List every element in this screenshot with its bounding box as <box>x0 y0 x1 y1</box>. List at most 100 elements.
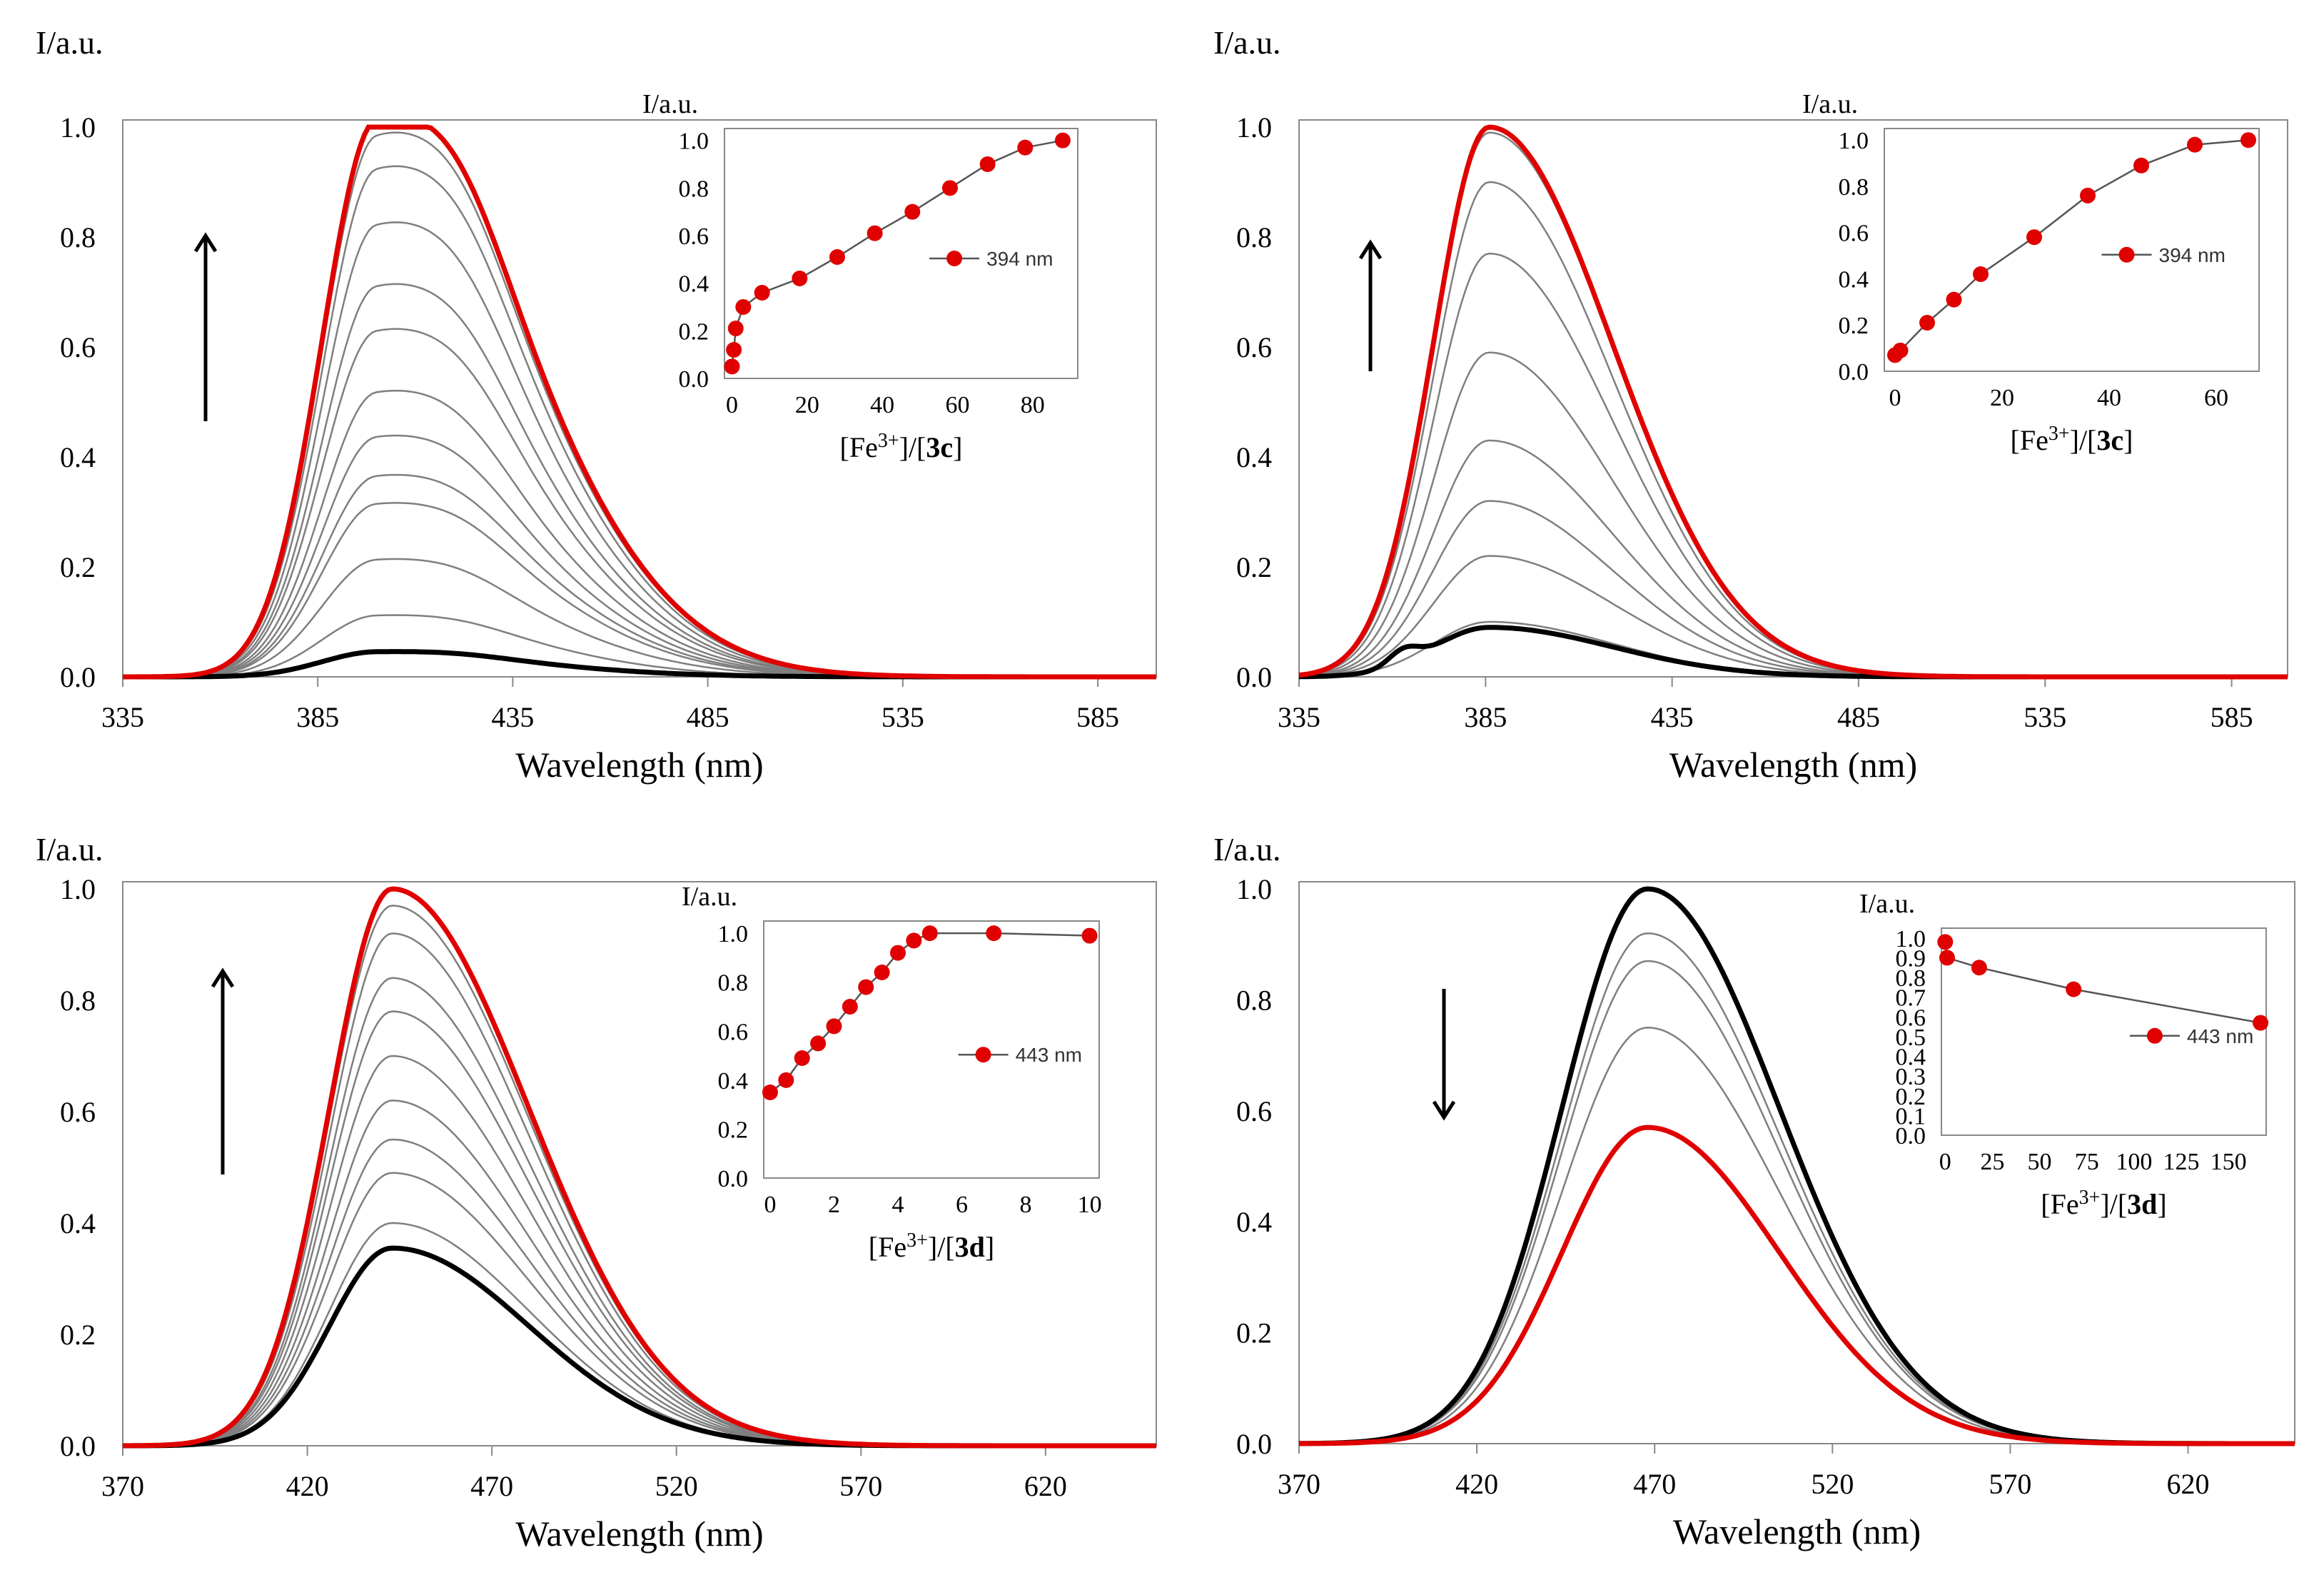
inset-x-tick-label: 20 <box>795 392 819 418</box>
inset-y-axis-label: I/a.u. <box>1802 89 1858 119</box>
x-axis-label-text: Wavelength <box>1669 745 1839 785</box>
inset-legend-marker <box>2118 246 2135 263</box>
inset-y-tick-label: 0.8 <box>1896 965 1926 992</box>
inset-y-tick-label: 0.4 <box>1896 1045 1926 1071</box>
inset-data-point <box>842 999 858 1015</box>
y-tick-label: 0.0 <box>60 1430 96 1462</box>
inset-x-label-prefix: [Fe <box>869 1231 906 1263</box>
inset-x-label-suffix: ] <box>985 1231 994 1263</box>
inset-x-tick-label: 0 <box>726 392 738 418</box>
inset-y-tick-label: 1.0 <box>1896 926 1926 952</box>
x-axis-label-unit: (nm) <box>685 745 764 785</box>
inset-x-tick-label: 25 <box>1980 1149 2004 1175</box>
intermediate-spectrum <box>122 1138 1156 1447</box>
inset-x-tick-label: 60 <box>2204 385 2228 411</box>
x-tick-label: 370 <box>101 1470 144 1502</box>
inset-x-tick-label: 40 <box>2097 385 2121 411</box>
arrow-head-icon <box>1358 239 1383 260</box>
inset-x-label-prefix: [Fe <box>840 431 878 463</box>
inset-x-tick-label: 2 <box>828 1192 840 1218</box>
inset-frame <box>1941 927 2267 1136</box>
inset-data-point <box>941 180 958 196</box>
x-tick-label: 470 <box>470 1470 513 1502</box>
intermediate-spectrum <box>123 389 1156 678</box>
inset-y-tick-label: 0.4 <box>679 271 709 298</box>
inset-chart: I/a.u.0.00.20.40.60.81.00 20 40 60[Fe3+]/[3… <box>1802 89 2260 456</box>
inset-y-tick-label: 0.2 <box>1839 313 1869 339</box>
y-axis-label: I/a.u. <box>36 831 103 867</box>
y-tick-label: 0.2 <box>1236 1317 1272 1349</box>
inset-y-tick-label: 0.6 <box>718 1019 749 1045</box>
inset-chart: I/a.u. 0.00.10.20.30.40.50.60.70.80.91.0 0… <box>1859 889 2269 1220</box>
inset-data-point <box>986 925 1002 942</box>
y-axis-label: I/a.u. <box>1213 24 1281 61</box>
y-tick-label: 0.2 <box>60 551 96 583</box>
inset-data-point <box>858 979 874 995</box>
inset-data-point <box>724 358 740 375</box>
inset-data-point <box>792 271 808 286</box>
x-tick-label: 385 <box>1464 701 1507 733</box>
inset-legend-label: 394 nm <box>986 248 1053 270</box>
inset-x-axis-label: [Fe3+]/[3d] <box>2041 1187 2166 1220</box>
y-tick-label: 0.4 <box>1236 441 1272 473</box>
inset-y-tick-label: 0.6 <box>679 223 709 250</box>
x-axis-label-text: Wavelength <box>1673 1511 1843 1551</box>
inset-data-point <box>778 1072 794 1088</box>
inset-y-axis-label: I/a.u. <box>642 89 698 119</box>
inset-x-tick-label: 6 <box>956 1192 968 1218</box>
x-tick-label: 435 <box>1651 701 1694 733</box>
inset-y-tick-label: 0.0 <box>679 366 709 393</box>
inset-x-label-prefix: [Fe <box>2011 424 2048 456</box>
panel-top-left: I/a.u. 0.0 0.2 0.4 0.6 0.8 1.0 335 385 435 485 535 5… <box>36 24 1157 785</box>
arrow-head-icon <box>211 967 235 988</box>
inset-legend-marker <box>2146 1027 2163 1044</box>
inset-data-point <box>1054 132 1071 149</box>
x-tick-label: 470 <box>1633 1468 1676 1500</box>
inset-data-point <box>1937 934 1954 950</box>
intermediate-spectrum <box>123 614 1156 678</box>
x-tick-label: 385 <box>296 701 339 733</box>
inset-y-axis-label: I/a.u. <box>682 882 737 912</box>
inset-data-point <box>979 156 996 172</box>
inset-y-tick-label: 1.0 <box>679 129 709 155</box>
inset-x-label-mid: ]/[ <box>899 431 926 463</box>
inset-data-point <box>826 1018 842 1035</box>
y-tick-label: 0.6 <box>1236 331 1272 363</box>
inset-x-label-suffix: ] <box>2157 1188 2166 1220</box>
inset-data-point <box>2253 1015 2269 1031</box>
inset-data-point <box>2080 187 2096 203</box>
y-tick-label: 1.0 <box>60 111 96 144</box>
inset-y-tick-label: 0.2 <box>679 318 709 345</box>
inset-data-point <box>890 945 906 961</box>
inset-frame <box>1884 128 2260 372</box>
inset-data-point <box>1973 266 1989 282</box>
inset-legend-label: 394 nm <box>2159 244 2226 266</box>
inset-data-point <box>2133 157 2149 173</box>
inset-x-label-superscript: 3+ <box>878 430 899 452</box>
inset-data-point <box>906 932 922 949</box>
y-tick-label: 0.6 <box>60 1096 96 1128</box>
inset-x-tick-label: 8 <box>1020 1192 1032 1218</box>
inset-y-tick-label: 1.0 <box>1839 128 1869 154</box>
x-axis-label: Wavelength (nm) <box>515 745 763 785</box>
x-axis-label-unit: (nm) <box>1839 745 1917 785</box>
inset-x-tick-label: 0 <box>764 1192 776 1218</box>
y-tick-label: 0.8 <box>1236 984 1272 1016</box>
inset-frame <box>724 128 1078 379</box>
inset-x-label-compound: 3c <box>926 431 953 463</box>
final-spectrum <box>123 886 1156 1449</box>
inset-y-axis-label: I/a.u. <box>1859 889 1915 919</box>
inset-x-tick-label: 0 <box>1889 385 1901 411</box>
x-tick-label: 485 <box>687 701 729 733</box>
inset-data-point <box>1892 342 1909 358</box>
y-tick-label: 0.2 <box>60 1319 96 1351</box>
y-axis-label: I/a.u. <box>36 24 103 61</box>
inset-data-point <box>727 321 744 336</box>
inset-y-tick-label: 0.4 <box>1839 266 1869 293</box>
inset-x-tick-label: 0 <box>1939 1149 1951 1175</box>
y-tick-label: 0.0 <box>1236 661 1272 693</box>
x-tick-label: 535 <box>2024 701 2066 733</box>
spectra-group <box>1298 124 2288 680</box>
inset-y-tick-label: 0.5 <box>1896 1025 1926 1051</box>
